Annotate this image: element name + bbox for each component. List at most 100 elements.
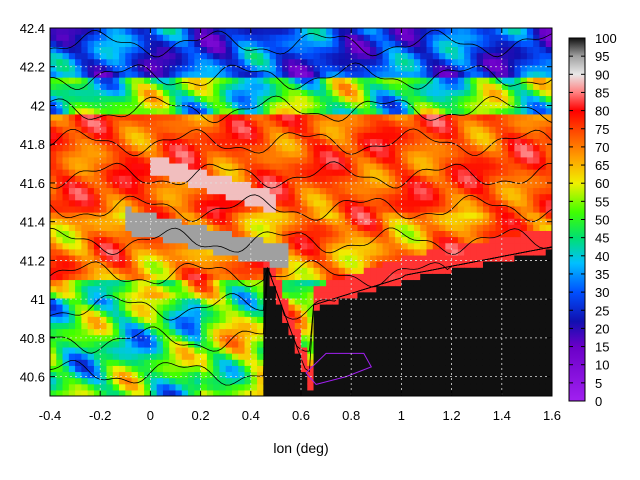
heatmap-cell (87, 261, 95, 268)
heatmap-cell (244, 371, 252, 379)
heatmap-cell (106, 89, 114, 97)
heatmap-cell (470, 254, 478, 262)
heatmap-cell (213, 64, 221, 72)
heatmap-cell (75, 310, 82, 317)
heatmap-cell (351, 120, 359, 127)
heatmap-cell (520, 377, 528, 385)
heatmap-cell (432, 46, 440, 54)
heatmap-cell (470, 132, 478, 139)
heatmap-cell (106, 328, 114, 336)
heatmap-cell (526, 77, 534, 84)
heatmap-cell (112, 181, 120, 189)
heatmap-cell (451, 279, 459, 287)
heatmap-cell (313, 113, 321, 121)
heatmap-cell (301, 248, 308, 256)
heatmap-cell (357, 377, 365, 385)
heatmap-cell (344, 224, 352, 231)
heatmap-cell (520, 334, 528, 342)
heatmap-cell (257, 273, 264, 281)
heatmap-cell (495, 52, 503, 60)
heatmap-cell (326, 101, 333, 109)
heatmap-cell (75, 371, 82, 379)
heatmap-cell (112, 162, 120, 170)
heatmap-cell (263, 144, 271, 152)
heatmap-cell (370, 156, 377, 164)
heatmap-cell (194, 291, 202, 299)
heatmap-cell (219, 169, 227, 176)
heatmap-cell (370, 242, 377, 250)
heatmap-cell (288, 285, 296, 293)
heatmap-cell (75, 218, 82, 225)
heatmap-cell (188, 297, 195, 305)
heatmap-cell (319, 365, 327, 373)
heatmap-cell (495, 353, 503, 360)
heatmap-cell (432, 52, 440, 60)
heatmap-cell (401, 120, 409, 127)
heatmap-cell (112, 383, 120, 391)
heatmap-cell (269, 64, 277, 72)
heatmap-cell (269, 242, 277, 250)
heatmap-cell (382, 107, 390, 115)
heatmap-cell (257, 297, 264, 305)
heatmap-cell (275, 169, 283, 176)
heatmap-cell (225, 389, 233, 396)
heatmap-cell (319, 297, 327, 305)
heatmap-cell (413, 297, 421, 305)
heatmap-cell (332, 70, 340, 78)
heatmap-cell (457, 359, 465, 366)
heatmap-cell (156, 248, 164, 256)
heatmap-cell (219, 273, 227, 281)
heatmap-cell (219, 242, 227, 250)
heatmap-cell (489, 346, 497, 354)
heatmap-cell (464, 297, 472, 305)
heatmap-cell (194, 205, 202, 213)
heatmap-cell (288, 83, 296, 90)
heatmap-cell (495, 113, 503, 121)
heatmap-cell (112, 107, 120, 115)
heatmap-cell (520, 101, 528, 109)
heatmap-cell (93, 273, 101, 281)
heatmap-cell (533, 359, 541, 366)
heatmap-cell (526, 365, 534, 373)
heatmap-cell (501, 150, 509, 158)
heatmap-cell (501, 193, 509, 201)
heatmap-cell (87, 371, 95, 379)
heatmap-cell (282, 132, 290, 139)
heatmap-cell (351, 328, 359, 336)
heatmap-cell (106, 34, 114, 41)
heatmap-cell (388, 291, 396, 299)
heatmap-cell (420, 107, 428, 115)
heatmap-cell (489, 389, 497, 396)
heatmap-cell (370, 58, 377, 66)
heatmap-cell (244, 58, 252, 66)
heatmap-cell (263, 359, 271, 366)
heatmap-cell (520, 365, 528, 373)
heatmap-cell (501, 199, 509, 207)
heatmap-cell (501, 113, 509, 121)
heatmap-cell (526, 371, 534, 379)
heatmap-cell (395, 273, 402, 281)
heatmap-cell (294, 310, 302, 317)
heatmap-cell (533, 285, 541, 293)
heatmap-cell (539, 193, 547, 201)
heatmap-cell (219, 254, 227, 262)
heatmap-cell (294, 389, 302, 396)
heatmap-cell (219, 138, 227, 146)
heatmap-cell (489, 236, 497, 244)
heatmap-cell (382, 95, 390, 103)
colorbar-tick-label: 95 (595, 49, 609, 64)
heatmap-cell (81, 181, 89, 189)
heatmap-cell (395, 212, 402, 219)
heatmap-cell (106, 113, 114, 121)
heatmap-cell (407, 101, 415, 109)
heatmap-cell (137, 205, 145, 213)
heatmap-cell (93, 70, 101, 78)
heatmap-cell (131, 248, 139, 256)
heatmap-cell (175, 273, 183, 281)
heatmap-cell (68, 58, 76, 66)
heatmap-cell (407, 310, 415, 317)
heatmap-cell (439, 353, 446, 360)
heatmap-cell (476, 187, 484, 195)
heatmap-cell (194, 248, 202, 256)
heatmap-cell (533, 322, 541, 330)
